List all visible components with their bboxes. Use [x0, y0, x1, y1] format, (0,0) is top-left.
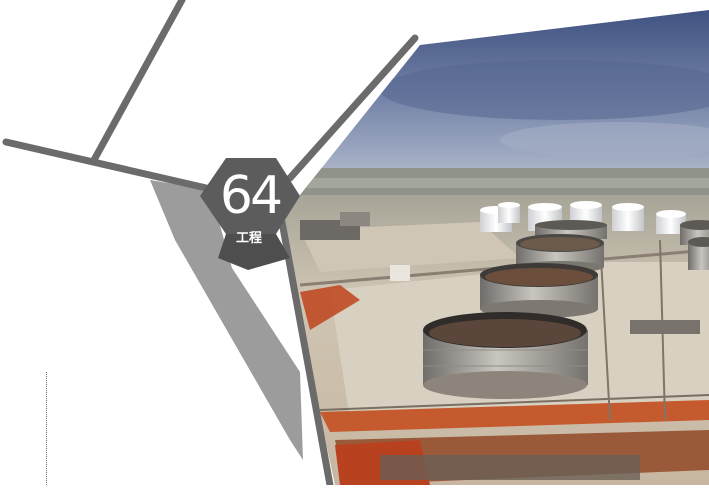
diagonal-lines	[2, 0, 419, 489]
page-number-hexagon	[200, 158, 300, 234]
section-label: 工程	[235, 231, 262, 246]
page-number: 64	[219, 166, 283, 226]
hexagon-tab	[218, 234, 290, 270]
gray-band	[150, 180, 303, 460]
dotted-divider	[46, 372, 47, 485]
oil-tank-farm-photo	[280, 10, 709, 485]
